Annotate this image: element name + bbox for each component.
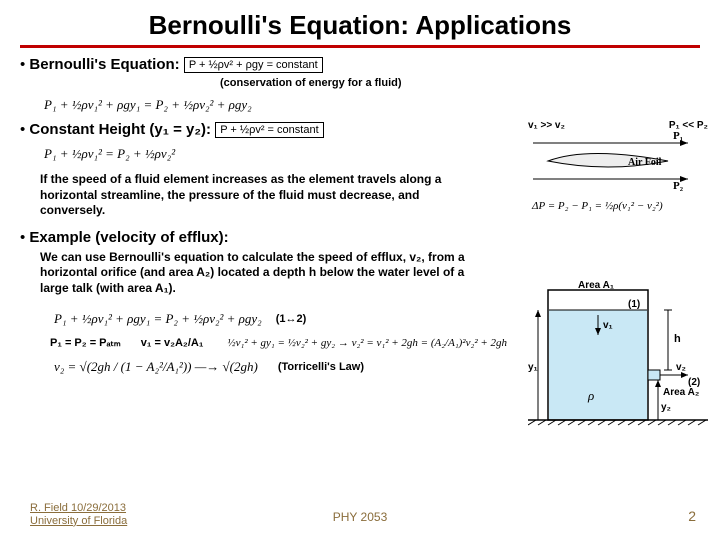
example-step1: P₁ + ½ρv₁² + ρgy₁ = P₂ + ½ρv₂² + ρgy₂: [50, 309, 266, 329]
tank-y2: y₂: [661, 402, 671, 413]
bernoulli-full-eq: P₁ + ½ρv₁² + ρgy₁ = P₂ + ½ρv₂² + ρgy₂: [40, 95, 256, 115]
airfoil-v-rel: v₁ >> v₂: [528, 120, 565, 131]
footer-left: R. Field 10/29/2013 University of Florid…: [30, 502, 127, 528]
airfoil-p1: P₁: [673, 131, 683, 142]
tank-area1: Area A₁: [578, 280, 614, 291]
constheight-box: P + ½ρv² = constant: [215, 122, 323, 138]
tank-h: h: [674, 333, 681, 345]
tank-area2: Area A₂: [663, 387, 699, 398]
tank-diagram: Area A₁ Area A₂ v₁ v₂ h ρ y₁ y₂ (1) (2): [528, 280, 708, 440]
example-p-eq: P₁ = P₂ = Pₐₜₘ: [50, 336, 121, 349]
example-text: We can use Bernoulli's equation to calcu…: [40, 250, 470, 297]
example-heading: • Example (velocity of efflux):: [20, 229, 700, 246]
footer-course: PHY 2053: [333, 510, 388, 524]
tank-v2: v₂: [676, 362, 686, 373]
tank-svg: Area A₁ Area A₂ v₁ v₂ h ρ y₁ y₂ (1) (2): [528, 280, 708, 440]
tank-rho: ρ: [587, 388, 594, 403]
example-step2: ½v₁² + gy₁ = ½v₂² + gy₂ → v₂² = v₁² + 2g…: [223, 335, 511, 351]
footer-page-num: 2: [688, 508, 696, 524]
airfoil-name: Air Foil: [628, 157, 662, 168]
airfoil-p2: P₂: [673, 180, 684, 191]
constheight-label: Constant Height (y₁ = y₂):: [29, 121, 211, 138]
bernoulli-box: P + ½ρv² + ρgy = constant: [184, 57, 323, 73]
airfoil-dp: ΔP = P₂ − P₁ = ½ρ(v₁² − v₂²): [528, 198, 667, 214]
page-title: Bernoulli's Equation: Applications: [0, 0, 720, 45]
airfoil-svg: P₁ P₂ Air Foil: [528, 131, 698, 191]
airfoil-p-rel: P₁ << P₂: [669, 120, 708, 131]
bernoulli-heading: • Bernoulli's Equation: P + ½ρv² + ρgy =…: [20, 56, 700, 73]
constheight-eq: P₁ + ½ρv₁² = P₂ + ½ρv₂²: [40, 144, 179, 164]
footer-affil: University of Florida: [30, 515, 127, 527]
title-underline: [20, 45, 700, 48]
example-result: v₂ = √(2gh / (1 − A₂²/A₁²)) —→ √(2gh): [50, 357, 262, 377]
tank-y1: y₁: [528, 362, 538, 373]
tank-v1: v₁: [603, 320, 613, 331]
bernoulli-label: Bernoulli's Equation:: [29, 56, 179, 73]
tank-n2: (2): [688, 377, 700, 388]
example-label: Example (velocity of efflux):: [29, 229, 228, 246]
airfoil-diagram: v₁ >> v₂ P₁ << P₂ P₁ P₂ Air Foil ΔP = P₂…: [528, 120, 708, 216]
constheight-text: If the speed of a fluid element increase…: [40, 172, 470, 219]
example-step1-note: (1↔2): [276, 313, 307, 325]
torricelli-label: (Torricelli's Law): [278, 361, 364, 373]
tank-n1: (1): [628, 299, 640, 310]
example-v-eq: v₁ = v₂A₂/A₁: [141, 337, 204, 349]
footer-author: R. Field 10/29/2013: [30, 502, 126, 514]
conservation-note: (conservation of energy for a fluid): [220, 77, 700, 89]
